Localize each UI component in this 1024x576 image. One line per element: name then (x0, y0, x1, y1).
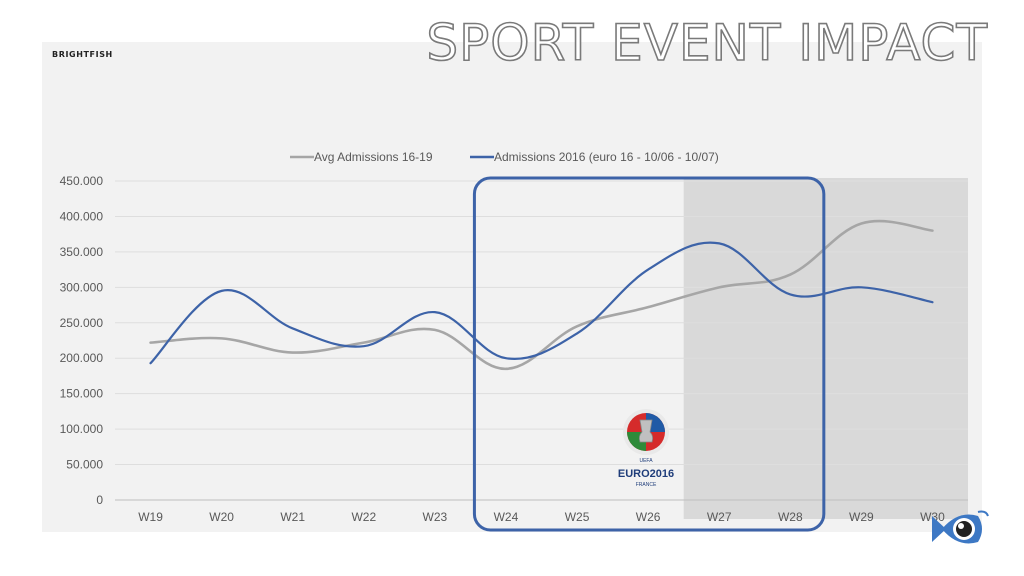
x-tick-label: W25 (565, 510, 590, 524)
y-tick-label: 300.000 (60, 280, 104, 294)
gridlines (115, 180, 968, 501)
y-tick-label: 200.000 (60, 351, 104, 365)
series-line-admissions-2016 (149, 241, 934, 365)
x-tick-label: W24 (494, 510, 519, 524)
series-line-avg-admissions (149, 219, 934, 371)
y-tick-label: 150.000 (60, 387, 104, 401)
legend: Avg Admissions 16-19 Admissions 2016 (eur… (290, 150, 719, 164)
legend-label: Avg Admissions 16-19 (314, 150, 433, 164)
x-tick-label: W22 (351, 510, 376, 524)
y-axis-ticks: 0 50.000 100.000 150.000 200.000 250.000 300.0… (60, 174, 104, 507)
shaded-weeks-region (683, 178, 968, 519)
x-tick-label: W27 (707, 510, 732, 524)
badge-line2: EURO2016 (618, 468, 674, 480)
trophy-icon (638, 419, 654, 443)
x-tick-label: W28 (778, 510, 803, 524)
x-tick-label: W29 (849, 510, 874, 524)
shaded-region-layer (683, 178, 968, 519)
y-tick-label: 50.000 (66, 458, 103, 472)
series-lines (149, 219, 934, 371)
badge-line3: FRANCE (636, 482, 657, 488)
legend-label: Admissions 2016 (euro 16 - 10/06 - 10/07… (494, 150, 719, 164)
x-tick-label: W20 (209, 510, 234, 524)
page-title: SPORT EVENT IMPACT (426, 13, 988, 73)
x-tick-label: W21 (280, 510, 305, 524)
y-tick-label: 100.000 (60, 422, 104, 436)
y-tick-label: 250.000 (60, 316, 104, 330)
y-tick-label: 350.000 (60, 245, 104, 259)
fish-eye-logo-icon (932, 510, 989, 544)
y-tick-label: 0 (96, 493, 103, 507)
y-tick-label: 400.000 (60, 209, 104, 223)
x-tick-label: W23 (423, 510, 448, 524)
x-tick-label: W26 (636, 510, 661, 524)
highlight-box-layer (472, 176, 826, 532)
brand-label: BRIGHTFISH (52, 50, 113, 59)
euro2016-badge: UEFA EURO2016 FRANCE (618, 409, 674, 488)
x-tick-label: W19 (138, 510, 163, 524)
badge-line1: UEFA (639, 458, 653, 464)
y-tick-label: 450.000 (60, 174, 104, 188)
euro-period-highlight-box (472, 176, 826, 532)
